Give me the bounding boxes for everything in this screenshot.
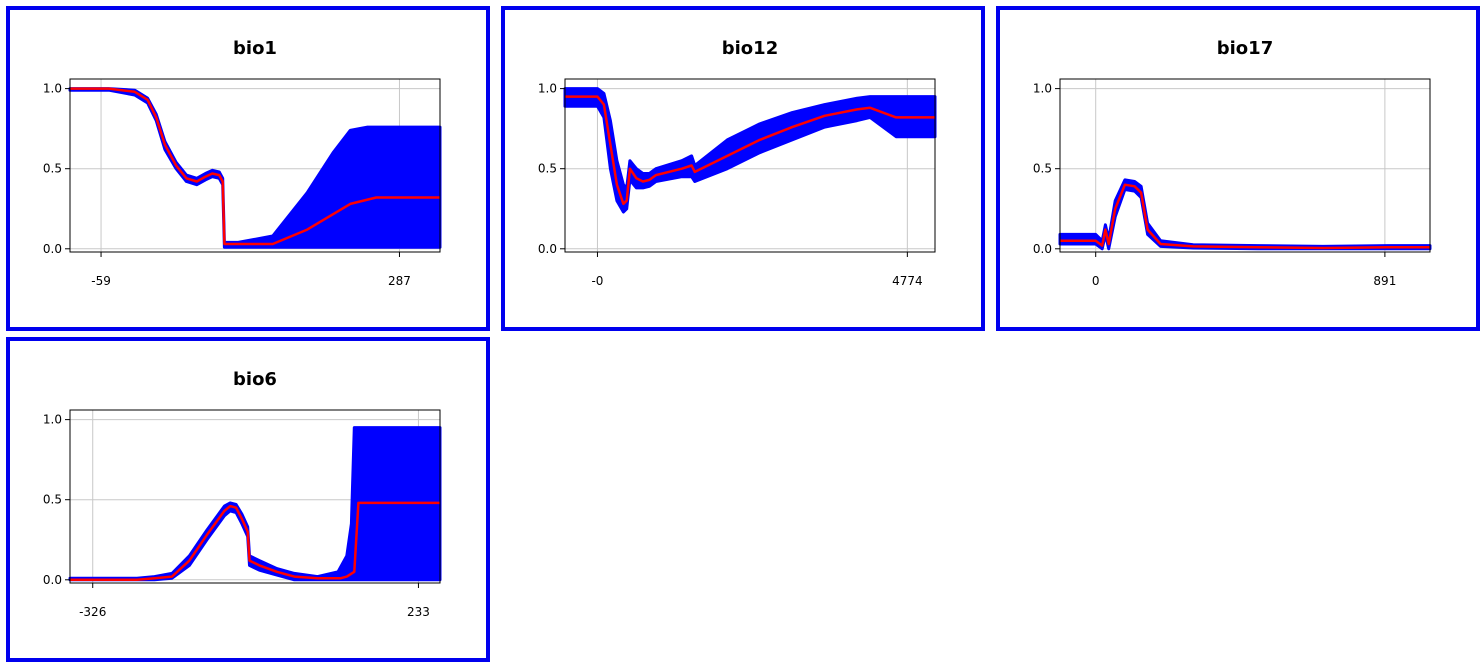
- x-tick-label: 233: [407, 605, 430, 619]
- y-tick-label: 1.0: [43, 82, 62, 96]
- x-tick-label: -0: [591, 274, 603, 288]
- mean-response-line: [70, 501, 440, 582]
- mean-response-line: [70, 87, 440, 246]
- chart-panel-bio12: bio12 0.0 0.5 1.0 -0 4774: [501, 6, 985, 331]
- chart-title: bio12: [722, 38, 778, 59]
- x-tick-label: 891: [1373, 274, 1396, 288]
- confidence-band: [1058, 178, 1432, 251]
- chart-svg: bio17 0.0 0.5 1.0 0 891: [1033, 38, 1432, 288]
- y-tick-label: 0.5: [1033, 162, 1052, 176]
- mean-response-line: [565, 95, 935, 206]
- x-tick-label: -326: [79, 605, 106, 619]
- chart-panel-bio17: bio17 0.0 0.5 1.0 0 891: [996, 6, 1480, 331]
- y-tick-label: 0.5: [538, 162, 557, 176]
- chart-title: bio6: [233, 369, 277, 390]
- y-tick-label: 0.0: [538, 242, 557, 256]
- x-tick-label: 287: [388, 274, 411, 288]
- y-tick-label: 1.0: [43, 413, 62, 427]
- plot-frame: [1059, 78, 1431, 253]
- chart-panel-bio6: bio6 0.0 0.5 1.0 -326 233: [6, 337, 490, 662]
- y-tick-label: 0.0: [43, 573, 62, 587]
- plot-frame: [69, 409, 441, 584]
- x-tick-label: -59: [91, 274, 111, 288]
- chart-title: bio17: [1217, 38, 1273, 59]
- plot-frame: [564, 78, 936, 253]
- y-tick-label: 0.5: [43, 493, 62, 507]
- chart-svg: bio12 0.0 0.5 1.0 -0 4774: [538, 38, 937, 288]
- plot-frame: [69, 78, 441, 253]
- confidence-band: [68, 87, 442, 249]
- chart-svg: bio6 0.0 0.5 1.0 -326 233: [43, 369, 442, 619]
- mean-response-line: [1060, 183, 1430, 250]
- y-tick-label: 0.0: [1033, 242, 1052, 256]
- y-tick-label: 0.0: [43, 242, 62, 256]
- x-tick-label: 4774: [892, 274, 923, 288]
- y-tick-label: 0.5: [43, 162, 62, 176]
- y-tick-label: 1.0: [1033, 82, 1052, 96]
- y-tick-label: 1.0: [538, 82, 557, 96]
- x-tick-label: 0: [1092, 274, 1100, 288]
- chart-svg: bio1 0.0 0.5 1.0 -59 287: [43, 38, 442, 288]
- chart-title: bio1: [233, 38, 277, 59]
- chart-panel-bio1: bio1 0.0 0.5 1.0 -59 287: [6, 6, 490, 331]
